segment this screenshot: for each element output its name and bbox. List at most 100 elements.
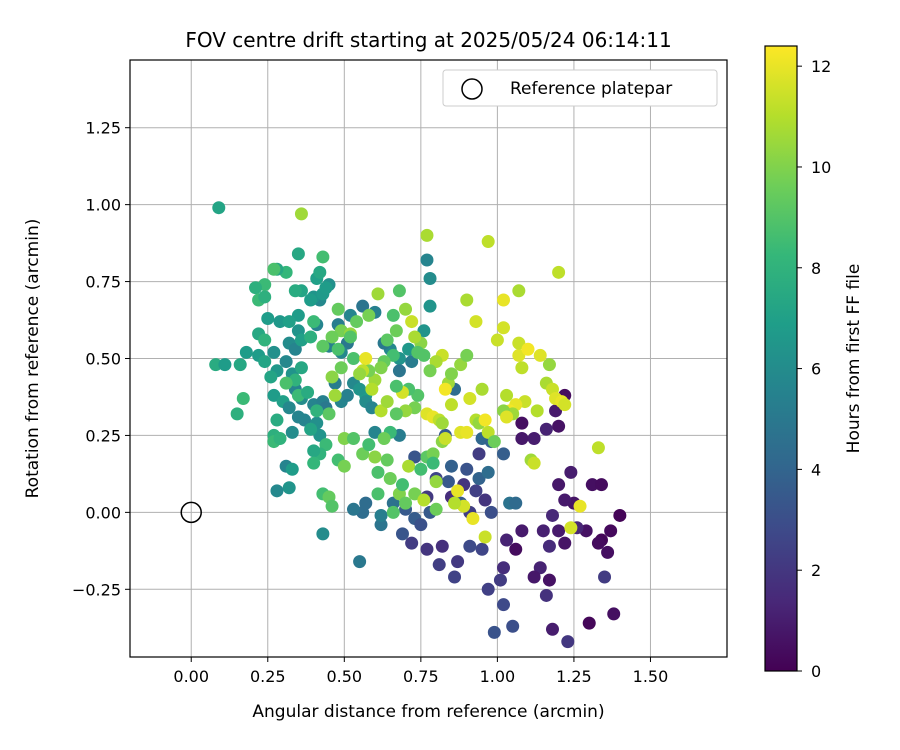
y-tick-label: 0.75 — [85, 273, 121, 292]
data-point — [417, 324, 431, 338]
data-point — [444, 367, 458, 381]
data-point — [466, 512, 480, 526]
data-point — [530, 404, 544, 418]
data-point — [411, 388, 425, 402]
data-point — [573, 499, 587, 513]
data-point — [405, 355, 419, 369]
data-point — [374, 508, 388, 522]
data-point — [432, 558, 446, 572]
data-point — [478, 530, 492, 544]
data-point — [353, 382, 367, 396]
data-point — [500, 388, 514, 402]
data-point — [258, 355, 272, 369]
y-tick-label: −0.25 — [72, 580, 121, 599]
data-point — [236, 392, 250, 406]
data-point — [481, 465, 495, 479]
data-point — [515, 524, 529, 538]
data-point — [322, 407, 336, 421]
data-point — [279, 376, 293, 390]
data-point — [448, 496, 462, 510]
x-tick-label: 0.00 — [173, 667, 209, 686]
data-point — [438, 432, 452, 446]
data-point — [374, 518, 388, 532]
data-point — [377, 432, 391, 446]
data-point — [423, 364, 437, 378]
data-point — [368, 450, 382, 464]
data-point — [585, 478, 599, 492]
data-point — [325, 330, 339, 344]
grid — [130, 60, 727, 657]
data-point — [542, 358, 556, 372]
data-point — [383, 472, 397, 486]
colorbar-tick-label: 2 — [811, 561, 821, 580]
data-point — [304, 293, 318, 307]
data-point — [307, 315, 321, 329]
x-tick-label: 1.50 — [633, 667, 669, 686]
data-point — [607, 607, 621, 621]
data-point — [304, 330, 318, 344]
data-point — [487, 435, 501, 449]
data-point — [594, 478, 608, 492]
data-point — [285, 425, 299, 439]
data-point — [564, 465, 578, 479]
data-point — [454, 358, 468, 372]
data-point — [408, 450, 422, 464]
data-point — [497, 561, 511, 575]
data-point — [340, 388, 354, 402]
data-point — [604, 524, 618, 538]
data-point — [392, 364, 406, 378]
data-point — [310, 404, 324, 418]
legend: Reference platepar — [442, 69, 718, 107]
data-point — [411, 345, 425, 359]
y-axis-ticks: −0.25 0.00 0.25 0.50 0.75 1.00 1.25 — [72, 119, 130, 599]
data-point — [267, 388, 281, 402]
data-point — [362, 438, 376, 452]
data-point — [359, 496, 373, 510]
data-point — [288, 342, 302, 356]
data-point — [420, 253, 434, 267]
data-point — [230, 407, 244, 421]
data-point — [552, 478, 566, 492]
data-point — [261, 311, 275, 325]
data-point — [239, 345, 253, 359]
x-axis-ticks: 0.00 0.25 0.50 0.75 1.00 1.25 1.50 — [173, 657, 668, 686]
data-point — [374, 361, 388, 375]
data-point — [264, 370, 278, 384]
data-point — [435, 416, 449, 430]
data-point — [493, 573, 507, 587]
x-axis-label: Angular distance from reference (arcmin) — [252, 702, 604, 722]
data-point — [539, 422, 553, 436]
y-tick-label: 0.00 — [85, 503, 121, 522]
data-point — [233, 358, 247, 372]
chart-title: FOV centre drift starting at 2025/05/24 … — [185, 28, 671, 52]
data-point — [426, 456, 440, 470]
data-point — [423, 271, 437, 285]
data-point — [561, 635, 575, 649]
data-point — [316, 527, 330, 541]
data-point — [545, 622, 559, 636]
data-point — [444, 398, 458, 412]
data-point — [481, 235, 495, 249]
data-point — [539, 588, 553, 602]
data-point — [423, 299, 437, 313]
data-point — [365, 382, 379, 396]
data-point — [209, 358, 223, 372]
data-point — [515, 432, 529, 446]
data-point — [460, 425, 474, 439]
data-point — [527, 570, 541, 584]
data-point — [346, 352, 360, 365]
data-point — [307, 456, 321, 470]
data-point — [386, 348, 400, 362]
x-tick-label: 1.25 — [556, 667, 592, 686]
data-point — [325, 499, 339, 513]
data-point — [331, 342, 345, 356]
data-point — [500, 533, 514, 547]
data-point — [463, 539, 477, 553]
data-point — [408, 487, 422, 501]
data-point — [386, 505, 400, 519]
data-point — [444, 459, 458, 473]
data-point — [298, 413, 312, 427]
data-point — [399, 302, 413, 316]
data-point — [417, 493, 431, 507]
colorbar-tick-label: 4 — [811, 460, 821, 479]
